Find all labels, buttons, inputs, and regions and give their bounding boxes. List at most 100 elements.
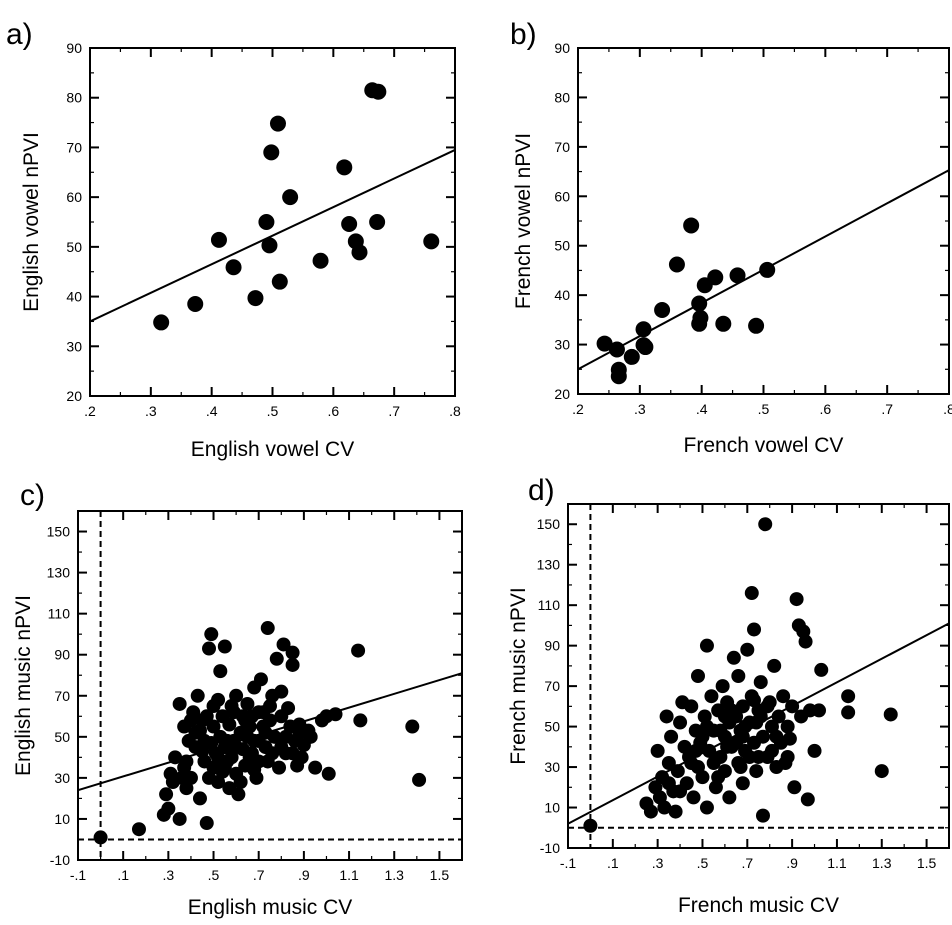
data-point [695, 770, 710, 785]
x-tick-label: .1 [607, 855, 619, 871]
data-point [224, 750, 239, 765]
panel-label: d) [528, 474, 555, 507]
x-axis-title: English music CV [188, 896, 353, 919]
data-point [292, 725, 307, 740]
x-tick-label: .1 [117, 867, 129, 883]
data-point [405, 719, 420, 734]
data-point [735, 699, 750, 714]
x-tick-label: -.1 [70, 867, 87, 883]
x-axis-title: English vowel CV [191, 438, 354, 461]
data-point [747, 622, 762, 637]
data-point [303, 729, 318, 744]
data-point [623, 348, 640, 365]
data-point [215, 764, 230, 779]
data-point [769, 729, 784, 744]
data-point [247, 762, 262, 777]
data-point [153, 314, 170, 331]
y-tick-label: 90 [554, 40, 570, 56]
data-point [744, 586, 759, 601]
data-point [748, 317, 765, 334]
data-point [412, 772, 427, 787]
data-point [278, 729, 293, 744]
data-point [285, 746, 300, 761]
data-point [199, 816, 214, 831]
y-axis-title: French vowel nPVI [512, 133, 535, 309]
data-point [713, 723, 728, 738]
data-point [699, 638, 714, 653]
y-tick-label: 90 [66, 40, 82, 56]
y-tick-label: 110 [48, 606, 71, 622]
data-point [758, 517, 773, 532]
data-point [608, 341, 625, 358]
x-tick-label: .9 [786, 855, 798, 871]
x-tick-label: .3 [163, 867, 175, 883]
y-tick-label: 80 [554, 89, 570, 105]
x-tick-label: .5 [267, 403, 279, 419]
data-point [749, 764, 764, 779]
data-point [691, 295, 708, 312]
x-tick-label: 1.5 [917, 855, 937, 871]
data-point [202, 641, 217, 656]
x-tick-label: -.1 [560, 855, 577, 871]
y-axis-title: English music nPVI [12, 595, 35, 776]
data-point [159, 787, 174, 802]
data-point [213, 664, 228, 679]
data-point [242, 750, 257, 765]
y-tick-label: 30 [544, 759, 560, 775]
data-point [735, 729, 750, 744]
data-point [764, 743, 779, 758]
x-tick-label: .9 [298, 867, 310, 883]
data-point [740, 642, 755, 657]
x-tick-label: 1.1 [827, 855, 847, 871]
data-point [704, 689, 719, 704]
data-point [210, 231, 227, 248]
data-point [814, 662, 829, 677]
data-point [711, 770, 726, 785]
data-point [726, 650, 741, 665]
data-point [206, 699, 221, 714]
y-tick-label: 60 [554, 188, 570, 204]
data-point [789, 592, 804, 607]
x-tick-label: .7 [253, 867, 265, 883]
y-tick-label: 30 [66, 338, 82, 354]
x-tick-label: .2 [84, 403, 96, 419]
data-point [131, 822, 146, 837]
data-point [351, 244, 368, 261]
data-point [336, 159, 353, 176]
data-point [192, 723, 207, 738]
y-tick-label: 30 [54, 770, 70, 786]
data-point [883, 707, 898, 722]
x-axis-title: French vowel CV [684, 434, 844, 457]
x-tick-label: .7 [741, 855, 753, 871]
data-point [188, 740, 203, 755]
data-point [654, 301, 671, 318]
data-point [183, 713, 198, 728]
y-tick-label: 40 [554, 287, 570, 303]
x-tick-label: .5 [208, 867, 220, 883]
data-point [683, 217, 700, 234]
data-point [370, 83, 387, 100]
data-point [733, 760, 748, 775]
data-point [351, 643, 366, 658]
data-point [211, 750, 226, 765]
data-point [282, 189, 299, 206]
data-point [780, 719, 795, 734]
data-point [240, 729, 255, 744]
data-point [253, 672, 268, 687]
x-tick-label: .7 [388, 403, 400, 419]
data-point [226, 705, 241, 720]
y-tick-label: 80 [66, 90, 82, 106]
data-point [202, 770, 217, 785]
panel-a: .2 .3 .4 .5 .6 .7 .8 20 30 40 50 60 70 80 90 a) English … [6, 18, 461, 461]
x-axis-title: French music CV [678, 894, 839, 917]
data-point [172, 811, 187, 826]
data-point [276, 637, 291, 652]
y-tick-label: 90 [54, 647, 70, 663]
data-point [661, 776, 676, 791]
data-point [635, 321, 652, 338]
data-point [353, 713, 368, 728]
data-point [190, 688, 205, 703]
plot-frame [77, 510, 463, 861]
data-point [686, 790, 701, 805]
